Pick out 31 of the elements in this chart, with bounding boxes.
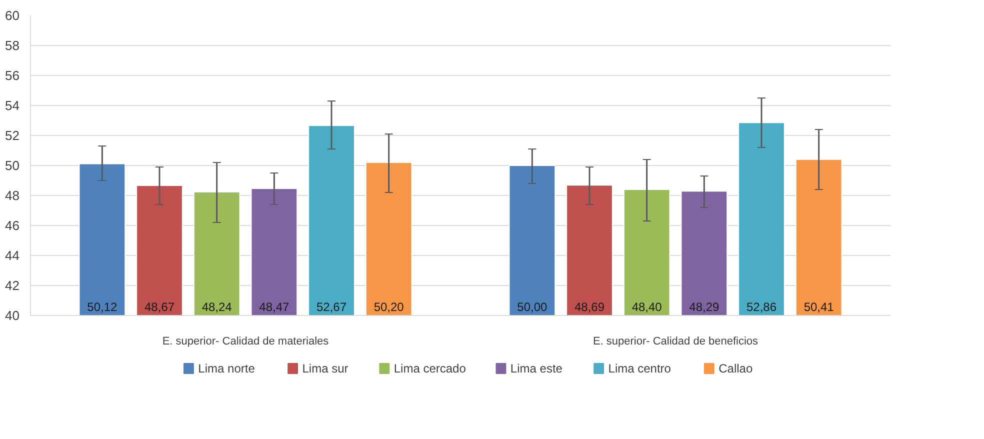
data-label: 48,67 (144, 300, 175, 314)
data-label: 52,67 (316, 300, 347, 314)
data-label: 50,20 (374, 300, 404, 314)
data-label: 48,24 (202, 300, 232, 314)
y-tick-label: 40 (5, 308, 20, 323)
y-tick-label: 48 (5, 188, 20, 203)
legend-label: Lima este (510, 362, 563, 376)
legend-label: Lima norte (198, 362, 256, 376)
data-label: 50,00 (517, 300, 548, 314)
y-tick-label: 56 (5, 68, 20, 83)
data-label: 50,41 (804, 300, 834, 314)
y-tick-label: 52 (5, 128, 20, 143)
data-label: 50,12 (87, 300, 118, 314)
legend-label: Lima sur (302, 362, 348, 376)
legend-label: Lima centro (608, 362, 672, 376)
data-label: 48,29 (689, 300, 720, 314)
legend-label: Callao (718, 362, 753, 376)
y-tick-label: 60 (5, 8, 20, 23)
y-tick-label: 46 (5, 218, 20, 233)
y-tick-label: 50 (5, 158, 20, 173)
data-label: 48,47 (259, 300, 290, 314)
y-tick-label: 44 (5, 248, 20, 263)
data-label: 52,86 (746, 300, 777, 314)
y-tick-label: 54 (5, 98, 20, 113)
x-tick-label: E. superior- Calidad de materiales (162, 336, 330, 348)
data-label: 48,40 (632, 300, 662, 314)
y-tick-label: 58 (5, 38, 20, 53)
legend-label: Lima cercado (394, 362, 466, 376)
data-label: 48,69 (574, 300, 605, 314)
y-tick-label: 42 (5, 278, 20, 293)
x-tick-label: E. superior- Calidad de beneficios (592, 336, 759, 348)
